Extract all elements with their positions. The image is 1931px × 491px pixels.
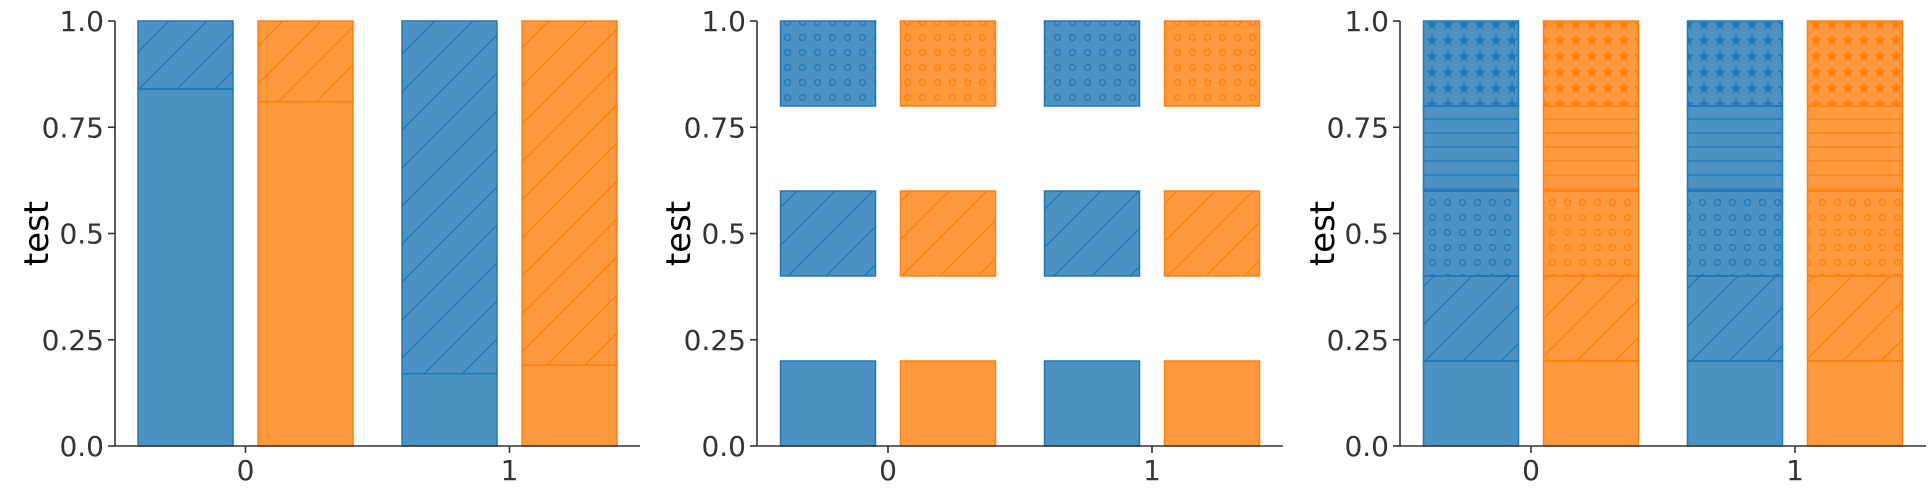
chart-panel-1: 0.0 0.25 0.5 0.75 1.0 0 1 test xyxy=(17,5,640,487)
x-tick-label: 0 xyxy=(1522,454,1540,487)
bar-segment-hatch xyxy=(1543,276,1639,361)
bar-segment-hatch xyxy=(1543,106,1639,191)
bar-orange-group-0 xyxy=(899,20,997,447)
bar-segment-hatch xyxy=(1044,21,1140,106)
bar-segment xyxy=(521,364,618,447)
y-axis-label: test xyxy=(659,201,699,266)
bar-segment xyxy=(257,101,354,447)
bar-segment-hatch xyxy=(1543,21,1639,106)
y-tick-label: 0.0 xyxy=(1344,430,1389,463)
bar-segment xyxy=(1422,360,1520,447)
bar-orange-group-0 xyxy=(257,20,354,447)
y-tick-label: 1.0 xyxy=(1344,5,1389,38)
x-tick-label: 0 xyxy=(237,454,255,487)
bar-segment xyxy=(1043,360,1141,447)
bar-segment-hatch xyxy=(1807,276,1903,361)
bar-blue-group-0 xyxy=(779,20,877,447)
bar-segment-hatch xyxy=(900,191,996,276)
y-axis-label: test xyxy=(17,201,57,266)
y-tick-label: 1.0 xyxy=(701,5,746,38)
bar-segment-hatch xyxy=(1044,191,1140,276)
x-tick-label: 0 xyxy=(879,454,897,487)
bar-segment xyxy=(137,88,234,447)
bar-segment-hatch xyxy=(402,21,497,374)
bar-segment-hatch xyxy=(1164,191,1260,276)
bar-segment xyxy=(1163,360,1261,447)
bar-segment-hatch xyxy=(1423,191,1519,276)
y-tick-label: 0.75 xyxy=(1327,111,1389,144)
bar-blue-group-1 xyxy=(401,20,498,447)
x-tick-label: 1 xyxy=(501,454,519,487)
chart-panel-2: 0.0 0.25 0.5 0.75 1.0 0 1 test xyxy=(659,5,1283,487)
bar-segment-hatch xyxy=(1423,106,1519,191)
bar-segment-hatch xyxy=(258,21,353,102)
bar-blue-group-1 xyxy=(1043,20,1141,447)
y-axis-label: test xyxy=(1303,201,1343,266)
bar-segment-hatch xyxy=(1423,21,1519,106)
bar-segment-hatch xyxy=(1687,106,1783,191)
bar-blue-group-0 xyxy=(1422,20,1520,447)
y-tick-label: 0.25 xyxy=(684,324,746,357)
bar-orange-group-1 xyxy=(1806,20,1904,447)
x-tick-label: 1 xyxy=(1143,454,1161,487)
bar-segment xyxy=(1542,360,1640,447)
y-tick-label: 0.5 xyxy=(59,218,104,251)
bar-segment-hatch xyxy=(1687,191,1783,276)
bar-segment-hatch xyxy=(138,21,233,89)
bar-segment-hatch xyxy=(1807,106,1903,191)
bar-segment xyxy=(1806,360,1904,447)
y-tick-label: 0.5 xyxy=(1344,218,1389,251)
bar-segment-hatch xyxy=(1687,21,1783,106)
x-tick-label: 1 xyxy=(1786,454,1804,487)
bar-segment xyxy=(1686,360,1784,447)
y-tick-label: 0.0 xyxy=(701,430,746,463)
chart-panel-3: 0.0 0.25 0.5 0.75 1.0 0 1 test xyxy=(1303,5,1926,487)
y-tick-label: 0.5 xyxy=(701,218,746,251)
bar-segment-hatch xyxy=(522,21,617,366)
y-tick-label: 0.25 xyxy=(42,324,104,357)
bar-segment-hatch xyxy=(1807,191,1903,276)
y-tick-label: 0.25 xyxy=(1327,324,1389,357)
bar-segment xyxy=(401,373,498,447)
bar-orange-group-1 xyxy=(521,20,618,447)
bar-segment-hatch xyxy=(1543,191,1639,276)
bar-segment-hatch xyxy=(1164,21,1260,106)
y-tick-label: 1.0 xyxy=(59,5,104,38)
bar-segment-hatch xyxy=(1687,276,1783,361)
y-tick-label: 0.0 xyxy=(59,430,104,463)
y-tick-label: 0.75 xyxy=(684,111,746,144)
y-tick-label: 0.75 xyxy=(42,111,104,144)
bar-orange-group-0 xyxy=(1542,20,1640,447)
bar-segment xyxy=(899,360,997,447)
bar-blue-group-0 xyxy=(137,20,234,447)
bar-blue-group-1 xyxy=(1686,20,1784,447)
bar-segment-hatch xyxy=(900,21,996,106)
bar-segment-hatch xyxy=(780,191,876,276)
bar-segment-hatch xyxy=(1423,276,1519,361)
bar-orange-group-1 xyxy=(1163,20,1261,447)
bar-segment-hatch xyxy=(780,21,876,106)
bar-segment-hatch xyxy=(1807,21,1903,106)
bar-segment xyxy=(779,360,877,447)
